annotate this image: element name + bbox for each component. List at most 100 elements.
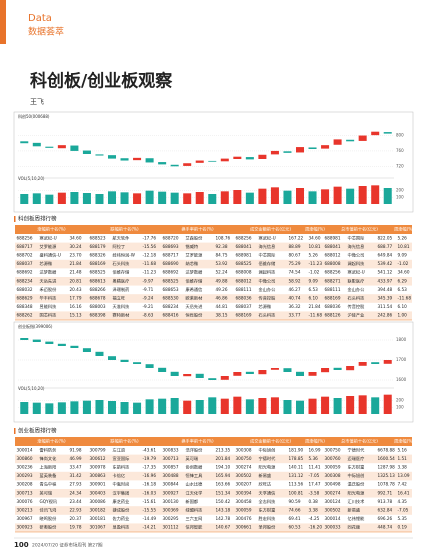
table-cell: -1.02: [309, 270, 320, 275]
table-cell: 阿拉丁: [113, 243, 126, 250]
table-cell: 49.88: [216, 278, 228, 283]
table-cell: 20.81: [70, 278, 82, 283]
candle: [82, 150, 91, 154]
volume-bar: [383, 394, 392, 414]
table-cell: 新易盛: [348, 507, 361, 514]
table-cell: 晓鸣股份: [40, 515, 58, 522]
volume-bar: [245, 399, 254, 414]
volume-bar: [57, 192, 66, 204]
table-cell: 7.42: [398, 482, 408, 487]
table-cell: 300308: [325, 473, 341, 478]
table-cell: -11.23: [309, 261, 323, 266]
table-cell: 300274: [236, 465, 252, 470]
table-cell: 3.38: [398, 465, 408, 470]
table-cell: 佰维存储: [259, 260, 276, 267]
candle: [321, 368, 330, 373]
table-cell: 345.39: [378, 296, 393, 301]
section-marker: [14, 428, 16, 434]
table-cell: 300369: [163, 508, 179, 513]
table-cell: 4.35: [398, 499, 408, 504]
table-cell: 213.35: [216, 447, 231, 452]
table-cell: 688012: [236, 278, 252, 283]
table-cell: 300923: [17, 525, 33, 530]
table-cell: -3.58: [309, 490, 320, 495]
table-cell: 688416: [163, 313, 179, 318]
table-cell: 688690: [163, 261, 179, 266]
candle: [283, 151, 292, 153]
table-cell: -16.20: [309, 525, 323, 530]
table-cell: -7.05: [309, 473, 320, 478]
table-cell: 江天化学: [186, 489, 203, 496]
table-cell: -14.49: [143, 516, 157, 521]
table-cell: 300295: [163, 516, 179, 521]
table-cell: -9.24: [143, 296, 154, 301]
candle: [195, 160, 204, 163]
table-cell: 1600.54: [378, 456, 396, 461]
candle: [308, 147, 317, 149]
volume-bar: [183, 193, 192, 204]
table-cell: 60.53: [289, 525, 301, 530]
table-cell: 34.60: [70, 235, 82, 240]
y-tick-label: 720: [396, 163, 404, 168]
header-cell: 周涨幅(%): [305, 226, 325, 233]
candle: [57, 145, 66, 149]
table-cell: 纳芯微: [186, 260, 199, 267]
candle: [120, 158, 129, 161]
table-cell: 13.09: [398, 473, 410, 478]
table-cell: 300274: [325, 490, 341, 495]
candle: [107, 155, 117, 159]
table-cell: 1325.13: [378, 473, 396, 478]
table-cell: 6.53: [398, 287, 408, 292]
table-cell: 福立旺: [113, 295, 126, 302]
table-cell: 688981: [325, 235, 341, 240]
table-cell: 300860: [17, 456, 33, 461]
candle: [308, 372, 317, 376]
table-cell: 海光信息: [259, 243, 276, 250]
volume-bar: [283, 190, 292, 204]
table-cell: 33.47: [70, 465, 82, 470]
volume-bar: [195, 192, 204, 204]
volume-bar: [321, 189, 330, 204]
table-cell: 74.54: [289, 270, 301, 275]
volume-bar: [133, 193, 142, 204]
y-tick-label: 100: [396, 194, 404, 199]
candle: [233, 156, 242, 159]
table-cell: 17.79: [70, 296, 82, 301]
table-cell: 242.86: [378, 313, 393, 318]
table-cell: 6.53: [309, 287, 319, 292]
table-cell: 航天软件: [113, 234, 130, 241]
table-cell: 佳讯飞鸿: [40, 507, 57, 514]
table-cell: 雷科防务: [40, 446, 58, 453]
y-tick-label: 1800: [396, 337, 407, 342]
table-cell: -16.96: [143, 473, 157, 478]
candle: [383, 132, 392, 134]
table-cell: 688692: [163, 270, 179, 275]
chart-label: 创业板指(399006): [18, 323, 53, 329]
table-cell: 36.32: [289, 304, 301, 309]
footer-info: 2024/07/20 证券市场周刊 第27期: [32, 542, 103, 549]
table-cell: 40.74: [289, 296, 301, 301]
table-cell: 300661: [236, 525, 252, 530]
table-cell: 艾罗能源: [186, 252, 204, 259]
volume-bar: [358, 395, 367, 414]
table-cell: 688720: [163, 235, 179, 240]
table-cell: 金山办公: [259, 286, 277, 293]
row-band: [15, 523, 412, 532]
table-cell: -12.18: [143, 253, 157, 258]
table-cell: -15.61: [143, 499, 157, 504]
table-cell: 58.92: [289, 278, 301, 283]
table-cell: -11.23: [143, 270, 157, 275]
table-cell: -9.97: [143, 278, 154, 283]
table-cell: 688262: [17, 313, 33, 318]
table-cell: 688036: [236, 296, 252, 301]
table-cell: 108.76: [216, 235, 231, 240]
table-cell: 688041: [236, 244, 252, 249]
page-number: 100: [14, 541, 29, 549]
y-tick-label: 800: [396, 133, 404, 138]
candle: [70, 145, 79, 151]
table-cell: 沪硅产业: [348, 312, 365, 319]
table-cell: -9.21: [143, 304, 154, 309]
table-cell: 44.81: [216, 304, 228, 309]
table-cell: 688169: [236, 313, 252, 318]
table-cell: 688398: [90, 313, 106, 318]
